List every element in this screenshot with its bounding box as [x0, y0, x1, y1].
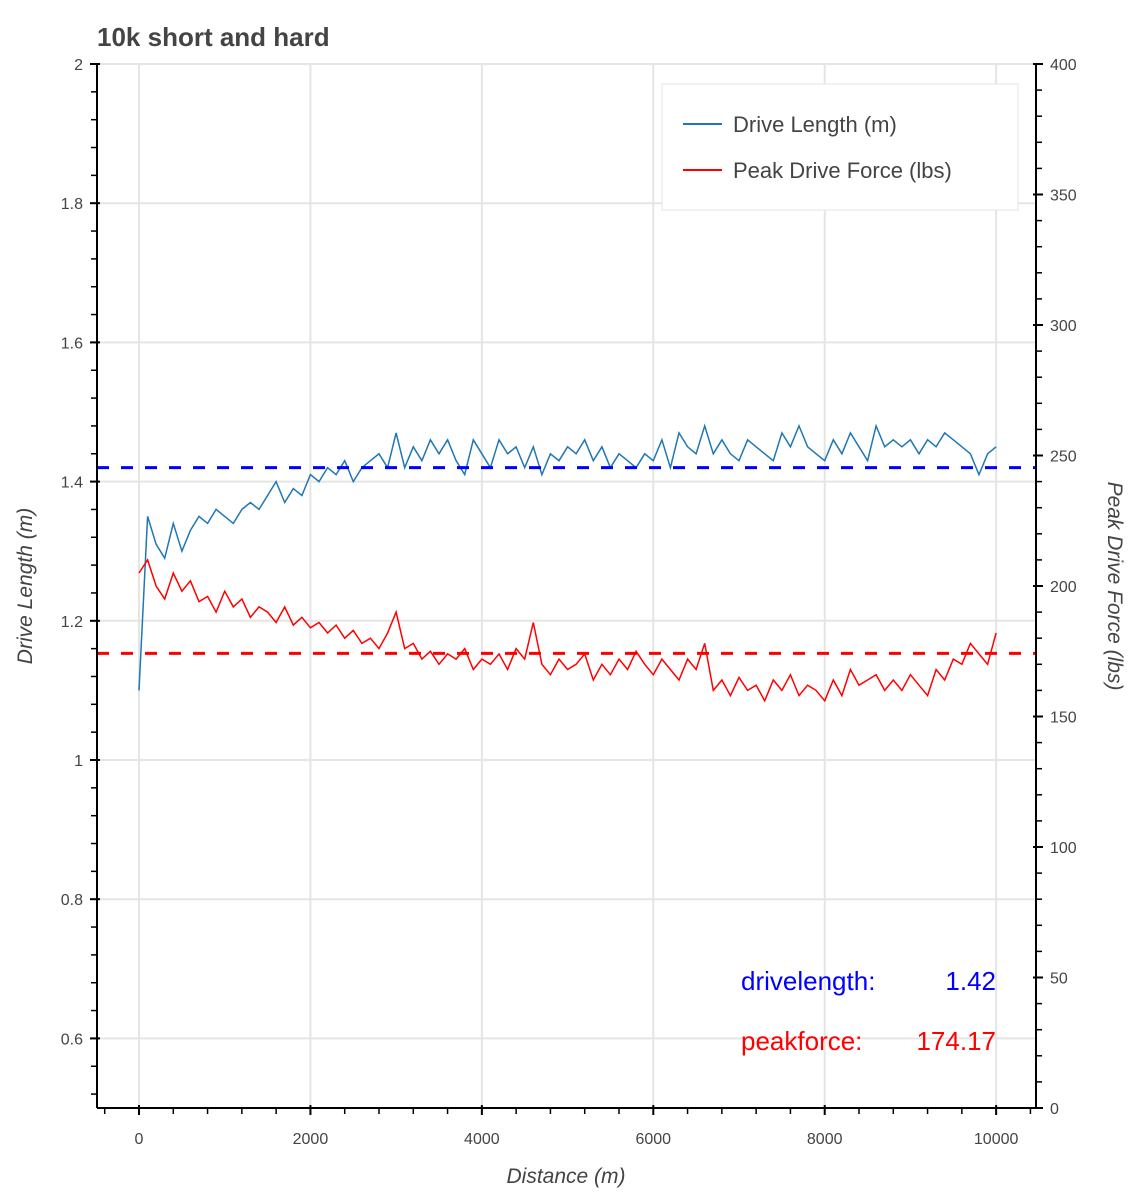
y2-tick-label: 350: [1050, 188, 1077, 205]
y2-tick-label: 250: [1050, 449, 1077, 466]
y2-tick-label: 50: [1050, 971, 1068, 988]
legend: Drive Length (m) Peak Drive Force (lbs): [661, 83, 1019, 211]
y2-tick-label: 100: [1050, 840, 1077, 857]
legend-box: [661, 83, 1019, 211]
peak-force-line: [138, 558, 997, 703]
y-tick-label: 1.4: [61, 475, 83, 492]
x-tick-label: 6000: [635, 1131, 671, 1148]
x-tick-label: 4000: [464, 1131, 500, 1148]
y2-tick-label: 200: [1050, 579, 1077, 596]
peakforce-value: 174.17: [916, 1026, 996, 1056]
y2-tick-label: 300: [1050, 318, 1077, 335]
y-axis-label: Drive Length (m): [14, 508, 37, 664]
y-tick-label: 1: [74, 753, 83, 770]
x-axis-label: Distance (m): [506, 1165, 625, 1188]
x-tick-label: 8000: [807, 1131, 843, 1148]
chart-title: 10k short and hard: [97, 22, 330, 52]
legend-label-peak-force: Peak Drive Force (lbs): [733, 158, 952, 183]
drive-length-line: [138, 423, 997, 691]
drivelength-label: drivelength:: [741, 966, 875, 996]
y-tick-label: 1.2: [61, 614, 83, 631]
y2-tick-label: 150: [1050, 710, 1077, 727]
x-tick-label: 0: [135, 1131, 144, 1148]
y2-tick-label: 0: [1050, 1101, 1059, 1118]
x-tick-label: 10000: [974, 1131, 1019, 1148]
drivelength-value: 1.42: [945, 966, 996, 996]
y2-tick-label: 400: [1050, 57, 1077, 74]
y2-axis-label: Peak Drive Force (lbs): [1103, 482, 1126, 691]
annotations: drivelength: 1.42 peakforce: 174.17: [741, 966, 996, 1056]
axes: 0.6 0.8 1 1.2 1.4 1.6 1.8 2 0 50 100 150 200 250 300 35…: [61, 57, 1077, 1148]
grid: [97, 63, 1036, 1108]
y-tick-label: 0.8: [61, 892, 83, 909]
y-tick-label: 0.6: [61, 1031, 83, 1048]
legend-label-drive-length: Drive Length (m): [733, 112, 897, 137]
y-tick-label: 2: [74, 57, 83, 74]
y-tick-label: 1.6: [61, 335, 83, 352]
series-layer: [97, 423, 1036, 703]
y-tick-label: 1.8: [61, 196, 83, 213]
x-tick-label: 2000: [293, 1131, 329, 1148]
peakforce-label: peakforce:: [741, 1026, 862, 1056]
